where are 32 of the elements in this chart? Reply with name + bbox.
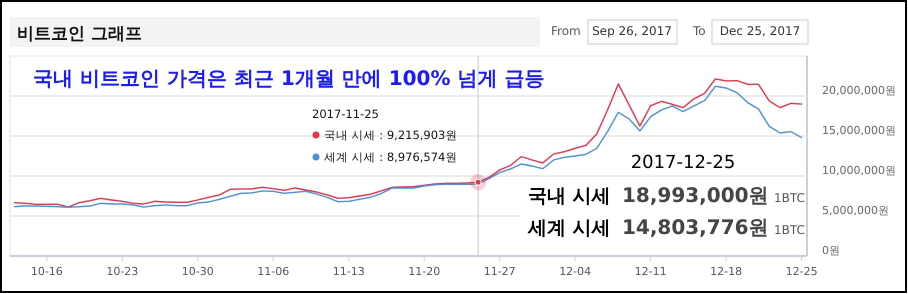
annotation: 세계 시세 xyxy=(527,217,611,239)
y-tick-label: 0원 xyxy=(822,244,840,257)
x-tick-label: 11-27 xyxy=(484,265,516,278)
x-tick-label: 12-11 xyxy=(634,265,667,278)
y-tick-label: 10,000,000원 xyxy=(822,164,896,177)
text: From xyxy=(551,24,581,38)
x-tick-label: 10-23 xyxy=(106,265,138,278)
annotation: 1BTC xyxy=(774,191,805,205)
y-tick-label: 20,000,000원 xyxy=(822,84,896,97)
annotation: 14,803,776원 xyxy=(622,215,769,239)
chart-title: 비트코인 그래프 xyxy=(17,24,142,44)
text: 국내 비트코인 가격은 최근 1개월 만에 100% 넘게 급등 xyxy=(33,66,544,90)
text: Sep 26, 2017 xyxy=(592,24,672,38)
annotation: 1BTC xyxy=(774,223,805,237)
x-tick-label: 12-04 xyxy=(559,265,592,278)
text: To xyxy=(692,24,706,38)
x-tick-label: 11-13 xyxy=(332,265,365,278)
x-tick-label: 12-25 xyxy=(786,265,818,278)
annotation: 세계 시세 : 8,976,574원 xyxy=(324,150,458,164)
x-tick-label: 12-18 xyxy=(710,265,742,278)
x-tick-label: 10-30 xyxy=(182,265,214,278)
x-tick-label: 11-20 xyxy=(408,265,440,278)
annotation: 2017-12-25 xyxy=(630,152,736,173)
annotation: 2017-11-25 xyxy=(312,107,379,121)
annotation: 국내 시세 : 9,215,903원 xyxy=(324,128,458,142)
x-tick-label: 11-06 xyxy=(257,265,290,278)
annotation: 국내 시세 xyxy=(528,185,611,207)
y-tick-label: 15,000,000원 xyxy=(822,124,896,137)
text: Dec 25, 2017 xyxy=(720,24,800,38)
annotation: 18,993,000원 xyxy=(622,183,769,207)
y-tick-label: 5,000,000원 xyxy=(822,204,889,217)
x-tick-label: 10-16 xyxy=(30,265,63,278)
